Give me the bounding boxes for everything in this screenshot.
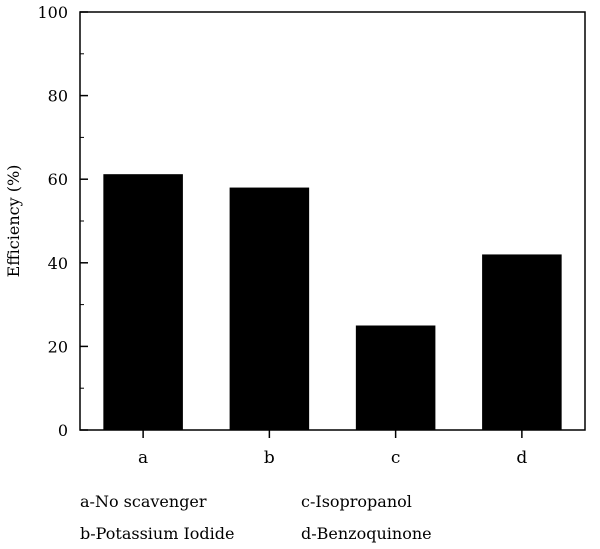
bar-c bbox=[355, 325, 436, 430]
y-tick-label: 0 bbox=[58, 421, 68, 440]
legend-item-b: b-Potassium Iodide bbox=[80, 524, 235, 543]
y-tick-label: 20 bbox=[48, 337, 68, 356]
y-tick-label: 60 bbox=[48, 170, 68, 189]
legend-item-c: c-Isopropanol bbox=[301, 492, 412, 511]
x-axis-ticks bbox=[142, 430, 523, 438]
bar-b bbox=[229, 187, 310, 430]
x-tick-label: d bbox=[516, 448, 527, 468]
legend-item-d: d-Benzoquinone bbox=[301, 524, 432, 543]
y-tick-label: 100 bbox=[37, 3, 68, 22]
legend-item-a: a-No scavenger bbox=[80, 492, 207, 511]
y-axis-tick-labels: 0 20 40 60 80 100 bbox=[37, 3, 68, 440]
plot-frame bbox=[79, 11, 586, 431]
bar-d bbox=[482, 254, 562, 430]
x-tick-label: b bbox=[264, 448, 275, 468]
x-tick-label: a bbox=[138, 448, 148, 468]
bar-series bbox=[103, 174, 562, 430]
y-axis-label: Efficiency (%) bbox=[4, 165, 23, 278]
y-tick-label: 80 bbox=[48, 87, 68, 106]
x-tick-label: c bbox=[391, 448, 401, 468]
bar-a bbox=[103, 174, 183, 430]
x-axis-tick-labels: a b c d bbox=[138, 448, 527, 468]
y-tick-label: 40 bbox=[48, 254, 68, 273]
